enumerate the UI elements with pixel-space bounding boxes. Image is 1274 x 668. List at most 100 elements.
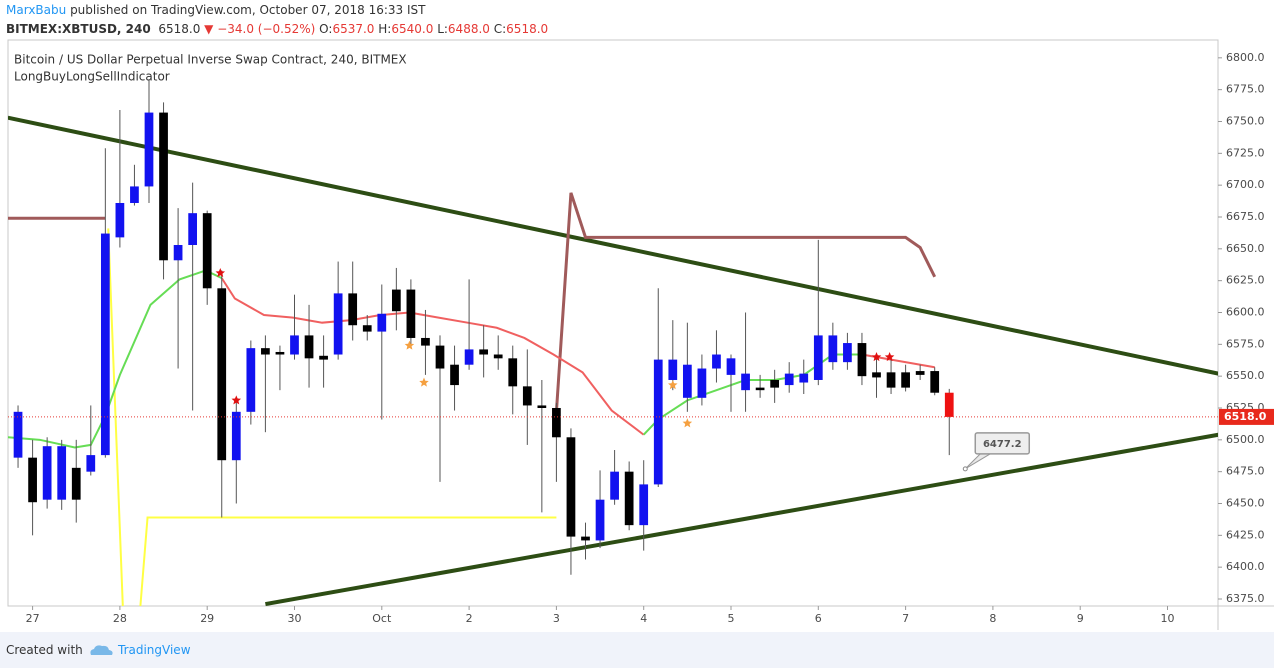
y-tick-label: 6625.0 (1226, 274, 1265, 287)
candle-body (42, 446, 52, 500)
axes: 6375.06400.06425.06450.06475.06500.06525… (26, 51, 1274, 625)
publish-line: MarxBabu published on TradingView.com, O… (6, 3, 425, 17)
candle-body (406, 289, 416, 338)
candle-body (653, 359, 663, 485)
candle-body (261, 348, 270, 355)
candle-body (202, 213, 212, 289)
candle-body (57, 446, 67, 500)
candle-body (86, 455, 96, 472)
candle-body (275, 351, 285, 355)
y-tick-label: 6400.0 (1226, 560, 1265, 573)
x-tick-label: 4 (640, 612, 647, 625)
candle-body (537, 405, 547, 408)
candle-body (246, 348, 256, 412)
trend-line (265, 432, 1218, 606)
plot: 6477.2 (8, 79, 1218, 606)
candle-body (872, 372, 881, 378)
y-tick-label: 6750.0 (1226, 114, 1265, 127)
chart: 6477.2 6375.0 6400.0 6425.0 6450.0 6475.0 650… (7, 39, 1274, 630)
candle-body (348, 293, 358, 326)
y-tick-label: 6700.0 (1226, 178, 1265, 191)
y-tick-label: 6800.0 (1226, 51, 1265, 64)
symbol: BITMEX:XBTUSD, 240 (6, 22, 151, 36)
last-price-box (1219, 408, 1274, 425)
signal-star (404, 340, 415, 350)
created-with: Created with (6, 643, 83, 657)
y-tick-label: 6425.0 (1226, 528, 1265, 541)
x-tick-label: 27 (26, 612, 40, 625)
candle-body (522, 386, 532, 406)
candle-body (712, 354, 721, 369)
candle-body (464, 349, 474, 365)
candle-body (624, 471, 634, 526)
candle-body (726, 358, 736, 375)
candle-body (682, 364, 692, 398)
candle-body (493, 354, 503, 359)
candle-body (450, 364, 459, 386)
y-tick-label: 6650.0 (1226, 242, 1265, 255)
candle-body (697, 368, 707, 398)
candle-body (231, 411, 241, 461)
author[interactable]: MarxBabu (6, 3, 67, 17)
indicator-line (139, 516, 557, 606)
candle-body (100, 233, 110, 456)
ohlc-o-key: O: (319, 22, 333, 36)
candle-body (741, 373, 750, 391)
ohlc-c-key: C: (493, 22, 507, 36)
signal-star (231, 395, 242, 405)
brand[interactable]: TradingView (118, 643, 191, 657)
x-tick-label: 5 (728, 612, 735, 625)
ohlc-o: 6537.0 (332, 22, 375, 36)
candle-body (784, 373, 794, 386)
candle-body (552, 407, 561, 438)
change: ▼ −34.0 (−0.52%) (204, 22, 316, 36)
candle-body (28, 457, 37, 503)
y-tick-label: 6500.0 (1226, 433, 1265, 446)
candle-body (421, 337, 430, 346)
y-tick-label: 6600.0 (1226, 305, 1265, 318)
signal-star (419, 377, 429, 387)
callout-anchor (962, 466, 968, 472)
ohlc-l: 6488.0 (447, 22, 490, 36)
callout-label: 6477.2 (983, 439, 1022, 450)
signal-star (215, 268, 226, 278)
candle-body (901, 372, 910, 388)
x-tick-label: 28 (113, 612, 127, 625)
candle-body (857, 343, 867, 377)
candle-body (508, 358, 518, 387)
candle-body (828, 335, 838, 363)
last-price-label: 6518.0 (1224, 410, 1267, 423)
y-tick-label: 6775.0 (1226, 83, 1265, 96)
y-tick-label: 6475.0 (1226, 465, 1265, 478)
y-tick-label: 6675.0 (1226, 210, 1265, 223)
footer: Created with TradingView (0, 632, 1274, 668)
candle-body (188, 213, 198, 246)
x-tick-label: 6 (815, 612, 822, 625)
candle-body (843, 343, 852, 363)
candle-body (13, 411, 23, 458)
x-tick-label: 9 (1077, 612, 1084, 625)
candle-body (435, 345, 445, 369)
candle-body (799, 373, 809, 383)
candle-body (595, 499, 605, 541)
candle-body (319, 355, 328, 360)
candle-body (479, 349, 489, 355)
candle-body (755, 387, 765, 391)
candle-body (639, 484, 649, 526)
candle-body (173, 245, 183, 261)
trend-line (8, 115, 1218, 376)
symbol-line: BITMEX:XBTUSD, 240 6518.0 ▼ −34.0 (−0.52… (6, 22, 548, 36)
candle-body (581, 536, 590, 541)
candle-body (217, 288, 227, 461)
price: 6518.0 (158, 22, 201, 36)
x-tick-label: 2 (466, 612, 473, 625)
indicator-line (554, 192, 937, 412)
candle-body (362, 325, 372, 332)
ohlc-h-key: H: (378, 22, 392, 36)
candle-body (130, 186, 139, 203)
y-tick-label: 6575.0 (1226, 337, 1265, 350)
logo (90, 645, 113, 655)
candle-body (930, 371, 940, 393)
candle-body (304, 335, 314, 359)
